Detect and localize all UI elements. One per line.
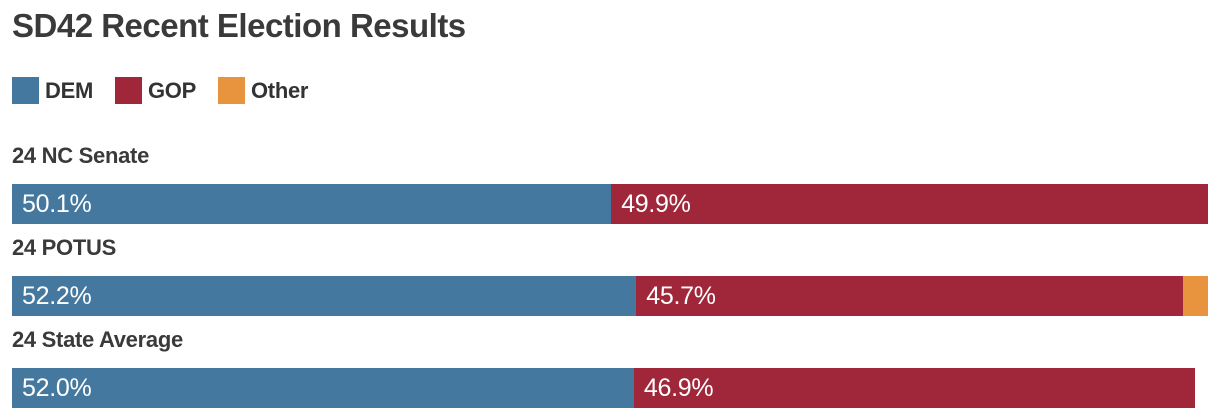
bar-segment-other xyxy=(1182,276,1208,316)
legend-item-other: Other xyxy=(218,77,308,104)
stacked-bar: 50.1% 49.9% xyxy=(12,184,1208,224)
legend: DEM GOP Other xyxy=(12,77,1208,104)
bar-value-label: 52.2% xyxy=(22,282,92,310)
bar-segment-gop: 45.7% xyxy=(636,276,1183,316)
bar-segment-dem: 52.2% xyxy=(12,276,637,316)
row-label: 24 NC Senate xyxy=(12,143,150,168)
stacked-bar: 52.0% 46.9% xyxy=(12,368,1208,408)
dem-color-swatch xyxy=(12,77,39,104)
legend-label-dem: DEM xyxy=(45,78,93,103)
bar-segment-gop: 46.9% xyxy=(633,368,1195,408)
row-label: 24 POTUS xyxy=(12,235,116,260)
stacked-bar: 52.2% 45.7% xyxy=(12,276,1208,316)
bar-value-label: 52.0% xyxy=(22,374,92,402)
bar-value-label: 49.9% xyxy=(621,190,691,218)
bar-value-label: 50.1% xyxy=(22,190,92,218)
legend-label-other: Other xyxy=(251,78,309,103)
bar-rows-container: 24 NC Senate 50.1% 49.9% 24 POTUS 52.2% 45.7%… xyxy=(12,144,1208,408)
bar-segment-gop: 49.9% xyxy=(611,184,1208,224)
other-color-swatch xyxy=(218,77,245,104)
bar-segment-dem: 50.1% xyxy=(12,184,612,224)
page-title: SD42 Recent Election Results xyxy=(12,7,466,44)
legend-item-dem: DEM xyxy=(12,77,93,104)
legend-label-gop: GOP xyxy=(148,78,196,103)
gop-color-swatch xyxy=(115,77,142,104)
bar-value-label: 45.7% xyxy=(646,282,716,310)
row-label: 24 State Average xyxy=(12,327,183,352)
bar-segment-dem: 52.0% xyxy=(12,368,634,408)
bar-value-label: 46.9% xyxy=(643,374,714,402)
legend-item-gop: GOP xyxy=(115,77,196,104)
